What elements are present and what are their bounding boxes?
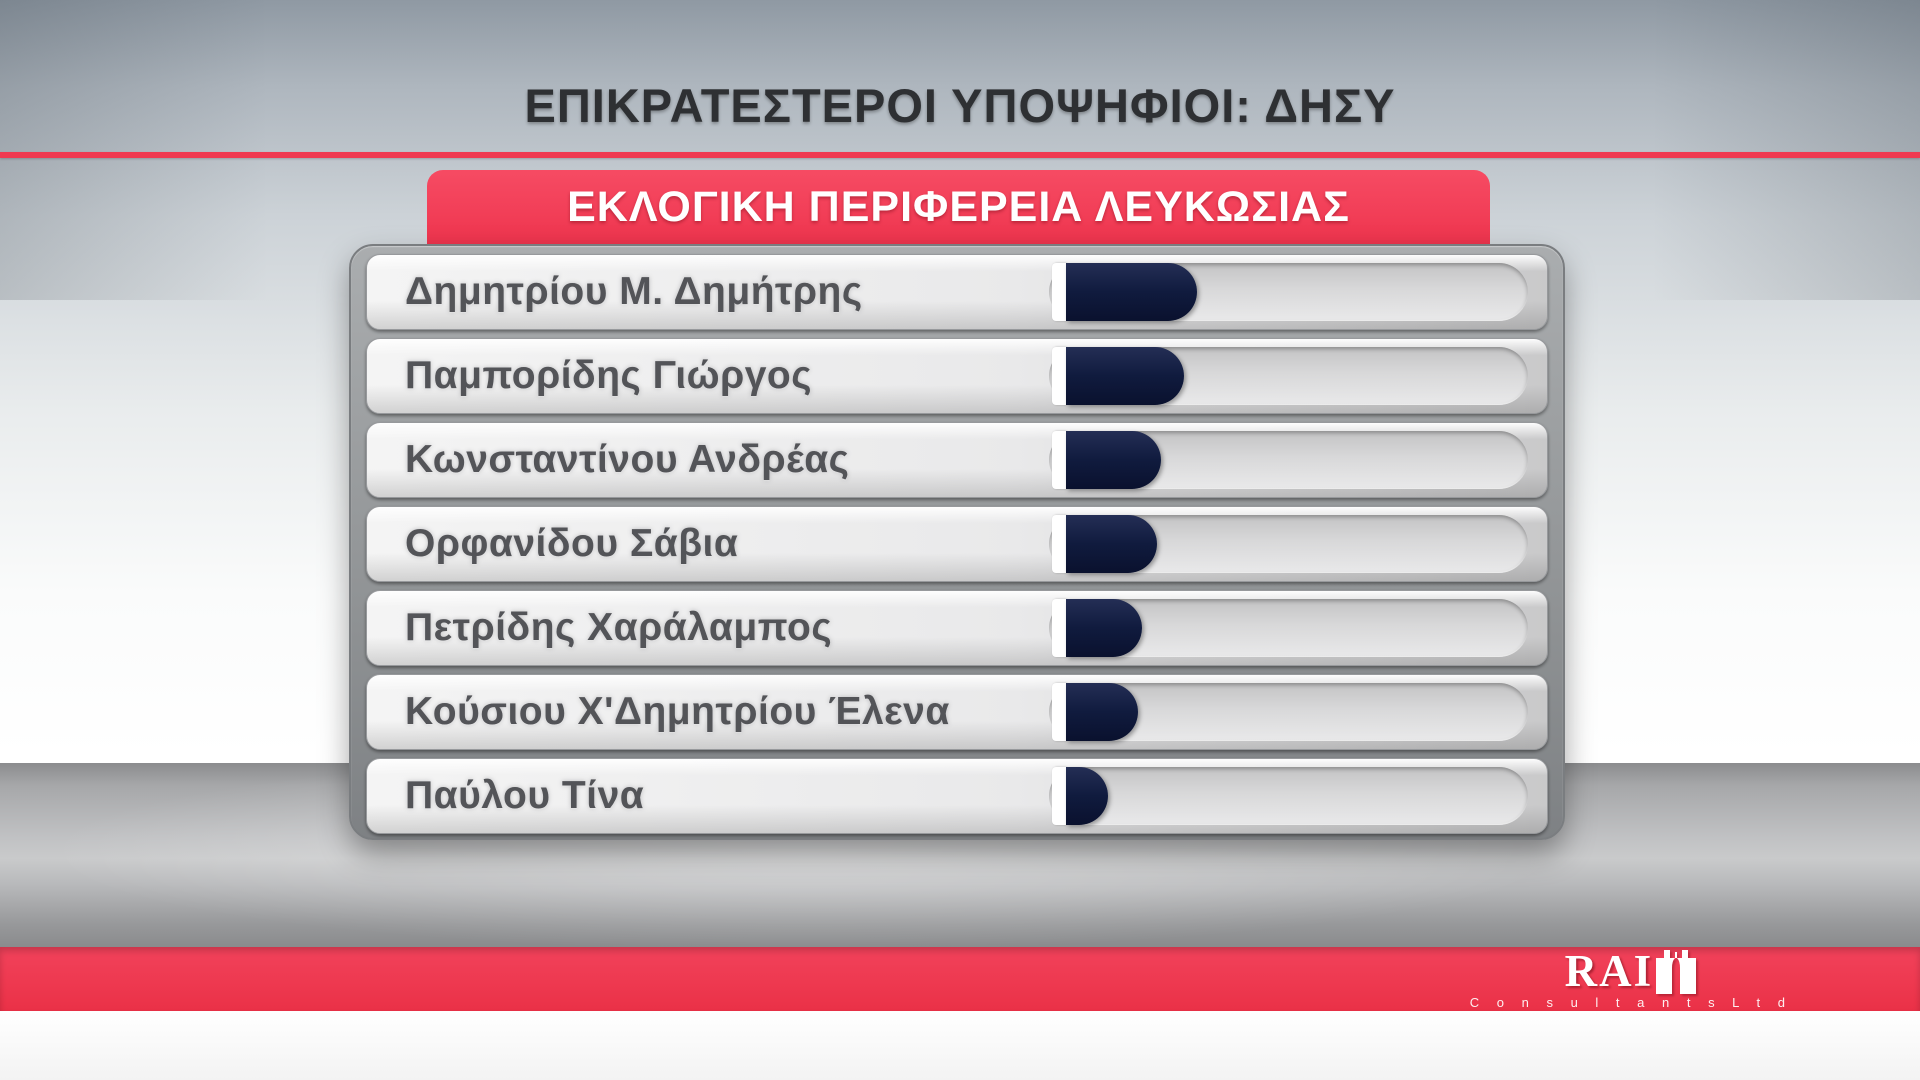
candidates-panel: Δημητρίου Μ. Δημήτρης Παμπορίδης Γιώργος Κ… [349, 244, 1565, 840]
candidate-row: Ορφανίδου Σάβια [366, 506, 1548, 582]
red-divider-line [0, 152, 1920, 158]
rai-logo-subtext: C o n s u l t a n t s L t d [1469, 994, 1792, 1010]
bar-track [1049, 431, 1528, 489]
candidate-name: Κούσιου Χ'Δημητρίου Έλενα [405, 690, 950, 733]
candidate-row: Δημητρίου Μ. Δημήτρης [366, 254, 1548, 330]
rai-logo-word: RAI [1564, 945, 1698, 996]
candidate-row: Κούσιου Χ'Δημητρίου Έλενα [366, 674, 1548, 750]
page-title: ΕΠΙΚΡΑΤΕΣΤΕΡΟΙ ΥΠΟΨΗΦΙΟΙ: ΔΗΣΥ [524, 79, 1396, 132]
bar-fill [1066, 515, 1157, 573]
candidate-row: Παμπορίδης Γιώργος [366, 338, 1548, 414]
rai-logo: RAI C o n s u l t a n t s L t d [1470, 947, 1792, 1011]
candidate-row: Παύλου Τίνα [366, 758, 1548, 834]
candidate-name: Παύλου Τίνα [405, 774, 645, 817]
bar-start-marker [1052, 347, 1066, 405]
bar-track [1049, 683, 1528, 741]
candidate-name: Κωνσταντίνου Ανδρέας [405, 438, 850, 481]
candidate-name: Πετρίδης Χαράλαμπος [405, 606, 833, 649]
bar-start-marker [1052, 683, 1066, 741]
candidate-name: Δημητρίου Μ. Δημήτρης [405, 270, 863, 313]
bar-start-marker [1052, 515, 1066, 573]
bar-track [1049, 347, 1528, 405]
bar-start-marker [1052, 431, 1066, 489]
bar-fill [1066, 347, 1184, 405]
candidate-row: Πετρίδης Χαράλαμπος [366, 590, 1548, 666]
bar-track [1049, 767, 1528, 825]
bar-track [1049, 515, 1528, 573]
bar-fill [1066, 599, 1142, 657]
district-banner-label: ΕΚΛΟΓΙΚΗ ΠΕΡΙΦΕΡΕΙΑ ΛΕΥΚΩΣΙΑΣ [567, 183, 1350, 231]
footer-white-strip [0, 1011, 1920, 1080]
candidate-name: Παμπορίδης Γιώργος [405, 354, 813, 397]
bar-fill [1066, 767, 1108, 825]
bar-fill [1066, 263, 1197, 321]
bar-track [1049, 599, 1528, 657]
bar-fill [1066, 431, 1161, 489]
rai-logo-text: RAI [1564, 945, 1654, 996]
candidate-name: Ορφανίδου Σάβια [405, 522, 739, 565]
candidate-row: Κωνσταντίνου Ανδρέας [366, 422, 1548, 498]
rai-tower-icon [1656, 949, 1697, 994]
bar-start-marker [1052, 767, 1066, 825]
bar-track [1049, 263, 1528, 321]
bar-fill [1066, 683, 1138, 741]
district-banner: ΕΚΛΟΓΙΚΗ ΠΕΡΙΦΕΡΕΙΑ ΛΕΥΚΩΣΙΑΣ [427, 170, 1490, 245]
bar-start-marker [1052, 599, 1066, 657]
bar-start-marker [1052, 263, 1066, 321]
footer-red-band: RAI C o n s u l t a n t s L t d [0, 947, 1920, 1011]
